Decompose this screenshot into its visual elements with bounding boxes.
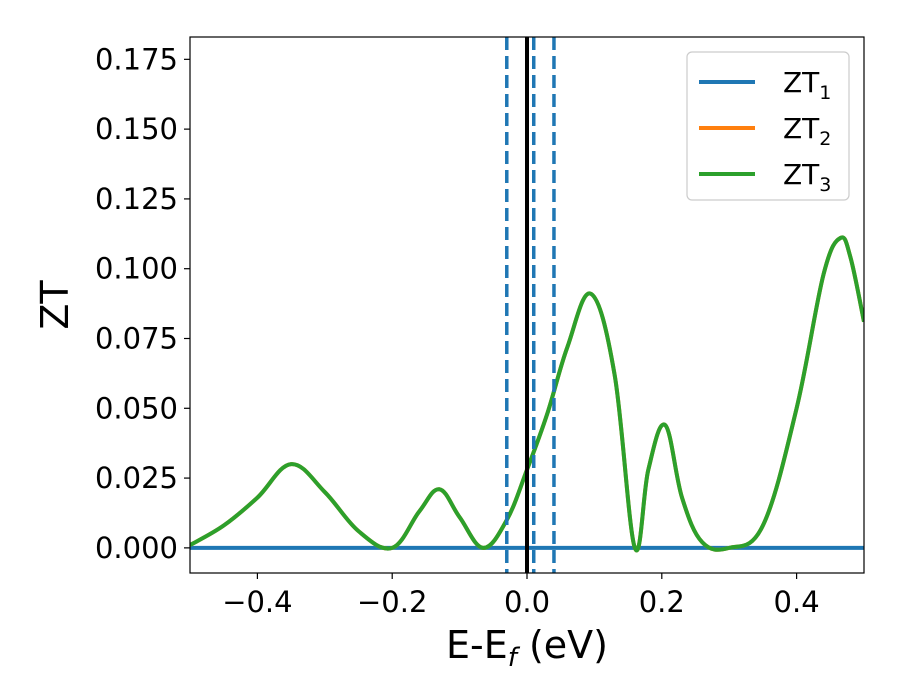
- y-tick-label: 0.100: [95, 252, 178, 286]
- legend-label: ZT3: [783, 158, 831, 196]
- legend-label: ZT2: [783, 112, 831, 150]
- y-axis-label: ZT: [33, 280, 77, 330]
- y-tick-label: 0.000: [95, 531, 178, 565]
- legend-label: ZT1: [783, 66, 831, 104]
- x-tick-label: 0.2: [639, 585, 685, 619]
- y-tick-label: 0.025: [95, 461, 178, 495]
- y-tick-label: 0.125: [95, 182, 178, 216]
- legend-box: [686, 51, 850, 201]
- y-tick-label: 0.050: [95, 391, 178, 425]
- y-tick-label: 0.150: [95, 112, 178, 146]
- x-tick-label: −0.4: [222, 585, 292, 619]
- x-tick-label: −0.2: [357, 585, 427, 619]
- y-tick-label: 0.175: [95, 42, 178, 76]
- x-tick-label: 0.4: [774, 585, 820, 619]
- x-axis-label: E-Ef (eV): [446, 623, 608, 673]
- series-line-zt3: [190, 235, 864, 553]
- y-tick-label: 0.075: [95, 322, 178, 356]
- x-tick-label: 0.0: [504, 585, 550, 619]
